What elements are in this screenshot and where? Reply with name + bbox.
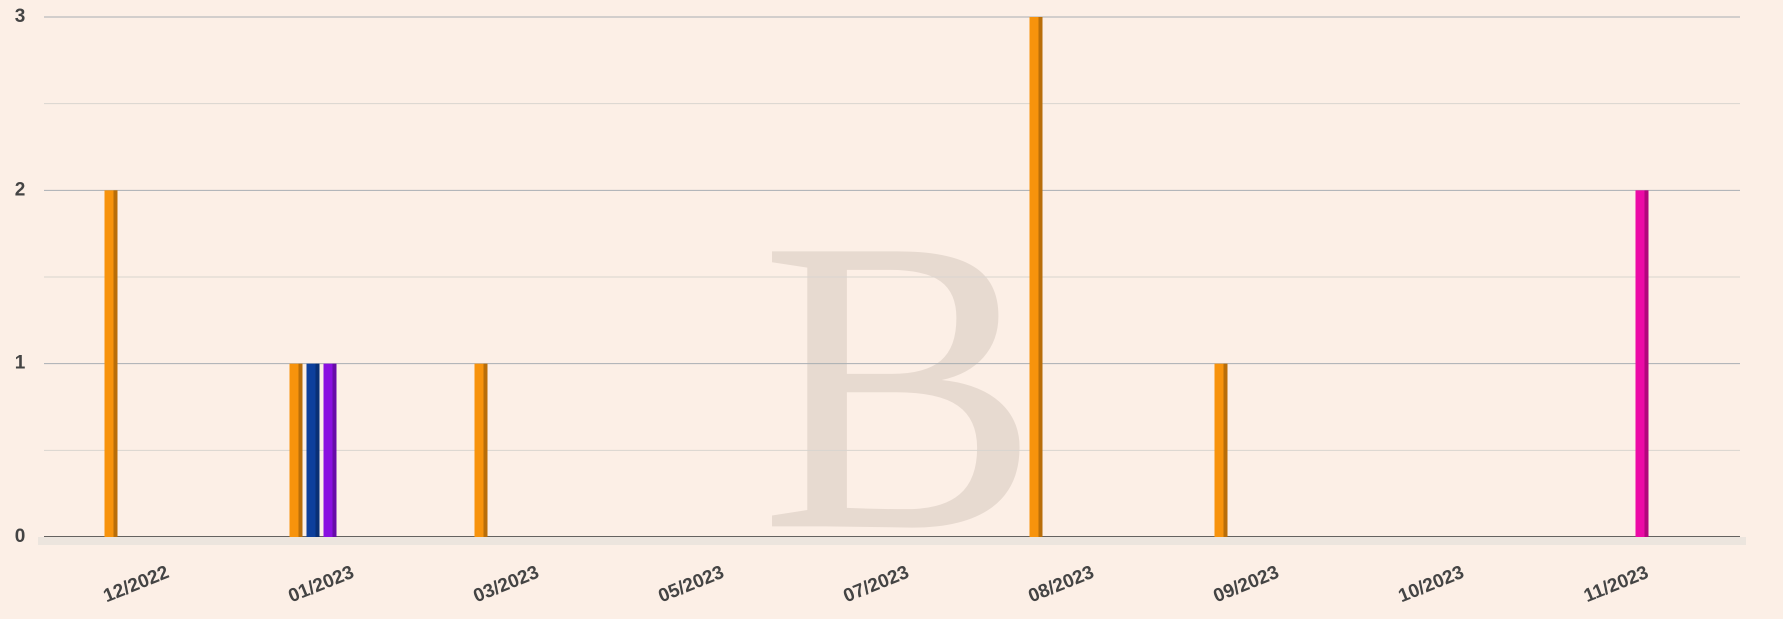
bar-side xyxy=(1039,17,1043,537)
bar-side xyxy=(316,364,320,537)
page: B 012312/202201/202303/202305/202307/202… xyxy=(0,0,1783,619)
bar-side xyxy=(114,190,118,537)
bar xyxy=(307,364,320,537)
bar-side xyxy=(1224,364,1228,537)
axis-floor xyxy=(38,537,1746,545)
bar-side xyxy=(299,364,303,537)
bar-side xyxy=(333,364,337,537)
bar xyxy=(105,190,118,537)
bar xyxy=(1636,190,1649,537)
bar xyxy=(1215,364,1228,537)
y-tick-label: 2 xyxy=(15,179,26,200)
y-tick-label: 0 xyxy=(15,526,26,547)
watermark: B xyxy=(760,152,1040,617)
chart: B 012312/202201/202303/202305/202307/202… xyxy=(0,0,1783,619)
bar xyxy=(475,364,488,537)
bar-side xyxy=(1645,190,1649,537)
bar xyxy=(1030,17,1043,537)
bar xyxy=(290,364,303,537)
watermark-letter: B xyxy=(760,152,1040,617)
bar xyxy=(324,364,337,537)
y-tick-label: 3 xyxy=(15,6,26,27)
y-tick-label: 1 xyxy=(15,353,26,374)
bar-side xyxy=(484,364,488,537)
